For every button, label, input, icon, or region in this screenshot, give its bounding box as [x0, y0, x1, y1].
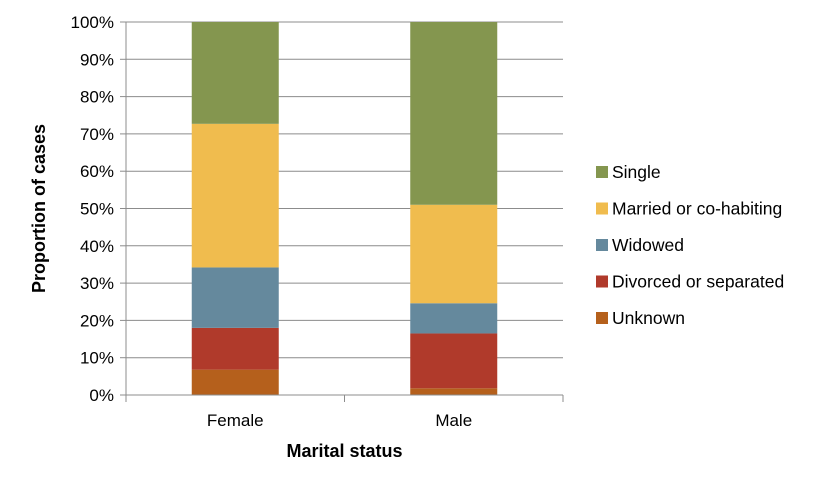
legend-label: Single	[612, 162, 661, 182]
legend-label: Widowed	[612, 235, 684, 255]
legend-swatch	[596, 239, 608, 251]
legend-swatch	[596, 312, 608, 324]
legend-swatch	[596, 275, 608, 288]
y-tick-label: 10%	[80, 349, 114, 368]
bar-segment-female-unknown	[191, 369, 279, 395]
y-tick-label: 70%	[80, 125, 114, 144]
legend-swatch	[596, 202, 608, 215]
bar-segment-female-widowed	[191, 267, 279, 328]
y-tick-label: 20%	[80, 311, 114, 330]
legend-label: Married or co-habiting	[612, 199, 782, 219]
bar-segment-male-married-or-co-habiting	[410, 204, 498, 304]
y-tick-label: 100%	[71, 13, 114, 32]
y-tick-label: 30%	[80, 274, 114, 293]
x-tick-label: Female	[207, 411, 264, 430]
legend-label: Unknown	[612, 308, 685, 328]
y-tick-label: 80%	[80, 88, 114, 107]
y-tick-label: 90%	[80, 50, 114, 69]
bar-segment-male-divorced-or-separated	[410, 333, 498, 389]
legend-swatch	[596, 166, 608, 178]
y-axis-title: Proportion of cases	[29, 124, 49, 293]
bar-segment-male-unknown	[410, 388, 498, 395]
legend-label: Divorced or separated	[612, 272, 784, 292]
x-tick-label: Male	[435, 411, 472, 430]
axes: 0% 10% 20% 30% 40% 50% 60% 70% 80% 90% 100% Female M…	[29, 13, 564, 461]
y-tick-label: 50%	[80, 200, 114, 219]
bar-segment-male-widowed	[410, 303, 498, 334]
bars	[191, 22, 498, 395]
bar-segment-male-single	[410, 22, 498, 205]
x-axis-title: Marital status	[286, 441, 402, 461]
y-tick-label: 0%	[89, 386, 114, 405]
gridlines	[126, 21, 563, 359]
bar-segment-female-divorced-or-separated	[191, 327, 279, 370]
y-tick-label: 60%	[80, 162, 114, 181]
y-tick-label: 40%	[80, 237, 114, 256]
bar-segment-female-married-or-co-habiting	[191, 123, 279, 268]
bar-segment-female-single	[191, 22, 279, 124]
legend: Single Married or co-habiting Widowed Divor…	[596, 162, 784, 328]
